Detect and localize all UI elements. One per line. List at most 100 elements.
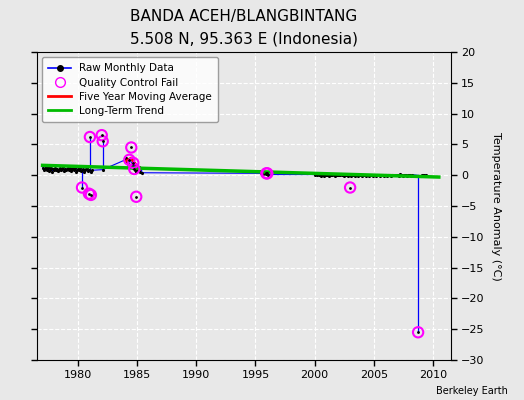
Point	[57, 167, 66, 174]
Point	[421, 173, 429, 179]
Point	[333, 171, 342, 178]
Point	[257, 170, 266, 176]
Point	[48, 168, 57, 175]
Point	[334, 171, 343, 178]
Point	[313, 171, 322, 177]
Point	[331, 173, 340, 179]
Point	[321, 171, 330, 178]
Point	[125, 156, 134, 163]
Point	[132, 194, 140, 200]
Point	[422, 171, 430, 178]
Point	[263, 170, 271, 176]
Point	[83, 165, 91, 171]
Point	[367, 171, 375, 178]
Point	[364, 172, 372, 178]
Point	[366, 171, 374, 178]
Point	[262, 170, 270, 176]
Point	[84, 168, 92, 174]
Point	[39, 167, 48, 174]
Point	[348, 171, 356, 178]
Point	[65, 166, 73, 173]
Point	[129, 160, 137, 166]
Point	[330, 172, 339, 178]
Point	[86, 192, 95, 198]
Point	[132, 194, 140, 200]
Point	[388, 171, 397, 178]
Point	[398, 172, 407, 178]
Point	[82, 166, 90, 172]
Point	[76, 165, 84, 172]
Point	[79, 166, 87, 172]
Point	[341, 171, 350, 178]
Point	[400, 171, 409, 178]
Point	[395, 173, 403, 179]
Point	[127, 144, 136, 151]
Point	[403, 173, 411, 179]
Point	[342, 171, 351, 178]
Point	[336, 171, 344, 178]
Point	[41, 163, 50, 170]
Point	[402, 171, 410, 178]
Point	[311, 171, 320, 177]
Point	[52, 167, 61, 174]
Point	[42, 166, 51, 173]
Point	[322, 172, 331, 178]
Point	[59, 164, 68, 170]
Point	[260, 170, 269, 176]
Point	[384, 171, 392, 178]
Point	[350, 172, 358, 178]
Point	[358, 173, 366, 179]
Point	[132, 168, 140, 175]
Point	[414, 329, 422, 336]
Point	[408, 171, 417, 178]
Point	[368, 172, 376, 178]
Point	[369, 172, 378, 178]
Point	[264, 171, 272, 178]
Point	[320, 173, 329, 179]
Point	[124, 161, 133, 167]
Point	[327, 172, 335, 178]
Point	[343, 172, 351, 178]
Point	[417, 173, 425, 179]
Point	[134, 167, 143, 174]
Point	[344, 173, 352, 179]
Point	[405, 171, 413, 178]
Point	[318, 171, 326, 178]
Point	[373, 171, 381, 178]
Point	[351, 173, 359, 179]
Point	[138, 170, 146, 176]
Point	[384, 171, 392, 178]
Point	[97, 132, 106, 138]
Point	[390, 171, 399, 178]
Point	[315, 172, 324, 178]
Point	[379, 173, 388, 179]
Point	[326, 171, 335, 178]
Title: BANDA ACEH/BLANGBINTANG
5.508 N, 95.363 E (Indonesia): BANDA ACEH/BLANGBINTANG 5.508 N, 95.363 …	[129, 10, 358, 47]
Point	[129, 160, 137, 166]
Point	[133, 166, 141, 172]
Point	[346, 184, 354, 191]
Y-axis label: Temperature Anomaly (°C): Temperature Anomaly (°C)	[491, 132, 501, 280]
Point	[88, 167, 96, 174]
Point	[122, 155, 130, 161]
Point	[370, 171, 379, 178]
Point	[85, 190, 93, 197]
Point	[78, 166, 86, 173]
Point	[123, 158, 132, 165]
Point	[316, 173, 325, 179]
Point	[72, 168, 80, 175]
Point	[363, 171, 371, 178]
Point	[99, 138, 107, 144]
Point	[259, 171, 268, 177]
Point	[68, 166, 77, 172]
Point	[392, 171, 401, 178]
Point	[359, 171, 368, 178]
Point	[346, 184, 354, 191]
Point	[46, 167, 54, 174]
Point	[78, 184, 86, 191]
Point	[99, 166, 107, 173]
Point	[80, 168, 88, 175]
Point	[391, 172, 400, 178]
Point	[135, 163, 144, 170]
Point	[125, 156, 134, 163]
